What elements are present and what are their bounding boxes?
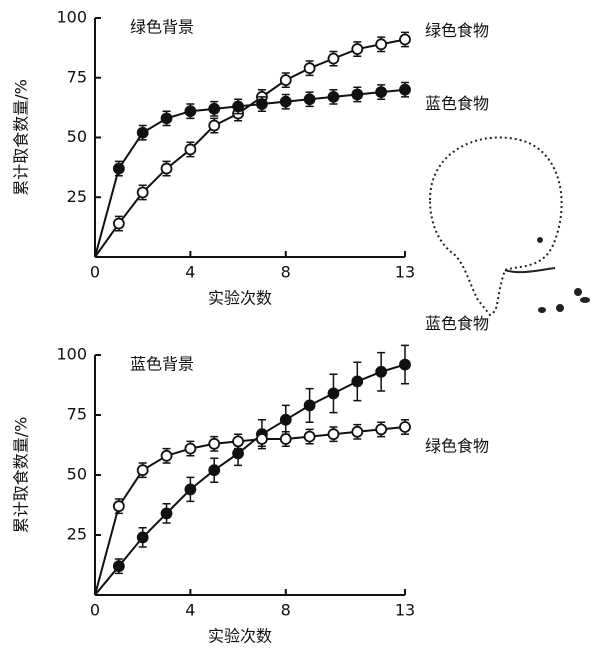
data-point xyxy=(208,464,221,477)
y-tick-label: 25 xyxy=(67,187,87,206)
data-point xyxy=(136,126,149,139)
data-point xyxy=(112,217,125,230)
y-tick-label: 75 xyxy=(67,405,87,424)
data-point xyxy=(232,100,244,113)
data-point xyxy=(375,423,388,436)
x-tick-label: 8 xyxy=(281,263,291,282)
data-point xyxy=(399,83,411,96)
x-tick-label: 8 xyxy=(281,601,291,620)
y-tick-label: 100 xyxy=(56,8,87,27)
data-point xyxy=(327,90,340,103)
data-point xyxy=(112,162,125,175)
data-point xyxy=(351,88,364,101)
data-point xyxy=(208,102,221,115)
x-tick-label: 13 xyxy=(395,263,415,282)
data-point xyxy=(184,442,197,455)
data-point xyxy=(208,437,221,450)
x-tick-label: 4 xyxy=(185,263,195,282)
data-point xyxy=(375,365,388,378)
series-line xyxy=(94,38,406,258)
data-point xyxy=(184,143,197,156)
data-point xyxy=(136,464,149,477)
hedgehog-illustration xyxy=(428,136,590,317)
panel-title: 蓝色背景 xyxy=(130,355,194,374)
data-point xyxy=(327,387,340,400)
data-point xyxy=(351,375,364,388)
data-point xyxy=(351,43,364,55)
data-point xyxy=(160,507,173,520)
series-label: 蓝色食物 xyxy=(425,94,489,113)
panel-title: 绿色背景 xyxy=(130,18,194,37)
series-label: 绿色食物 xyxy=(425,21,489,40)
data-point xyxy=(160,162,173,175)
series-label: 蓝色食物 xyxy=(425,314,489,333)
data-point xyxy=(279,74,292,87)
data-point xyxy=(136,531,149,544)
data-point xyxy=(399,421,411,433)
data-point xyxy=(208,119,221,132)
data-point xyxy=(136,186,149,199)
x-axis-label: 实验次数 xyxy=(208,627,272,646)
data-point xyxy=(279,433,292,445)
data-point xyxy=(375,86,388,98)
data-point xyxy=(399,33,411,46)
data-point xyxy=(112,560,125,573)
series-line xyxy=(94,426,406,596)
x-tick-label: 0 xyxy=(90,601,100,620)
data-point xyxy=(112,500,125,513)
data-point xyxy=(256,98,268,110)
data-point xyxy=(160,449,173,462)
x-tick-label: 13 xyxy=(395,601,415,620)
y-axis-label: 累计取食数量/% xyxy=(12,79,31,196)
x-tick-label: 4 xyxy=(185,601,195,620)
y-tick-label: 50 xyxy=(67,465,87,484)
data-point xyxy=(232,435,244,448)
data-point xyxy=(303,399,316,412)
data-point xyxy=(160,112,173,125)
series-line xyxy=(94,363,406,596)
x-axis-label: 实验次数 xyxy=(208,289,272,308)
data-point xyxy=(279,413,292,426)
y-tick-label: 50 xyxy=(67,127,87,146)
series-label: 绿色食物 xyxy=(425,437,489,456)
data-point xyxy=(399,358,411,371)
data-point xyxy=(303,93,316,106)
y-tick-label: 75 xyxy=(67,67,87,86)
data-point xyxy=(303,430,316,443)
data-point xyxy=(232,447,244,460)
y-tick-label: 100 xyxy=(56,345,87,364)
data-point xyxy=(184,105,197,118)
data-point xyxy=(256,433,268,445)
data-point xyxy=(351,425,364,438)
y-axis-label: 累计取食数量/% xyxy=(12,417,31,534)
x-tick-label: 0 xyxy=(90,263,100,282)
data-point xyxy=(375,38,388,51)
data-point xyxy=(327,52,340,65)
y-tick-label: 25 xyxy=(67,525,87,544)
data-point xyxy=(279,95,292,108)
series-line xyxy=(94,88,406,258)
data-point xyxy=(184,483,197,496)
data-point xyxy=(327,428,340,441)
data-point xyxy=(303,62,316,75)
